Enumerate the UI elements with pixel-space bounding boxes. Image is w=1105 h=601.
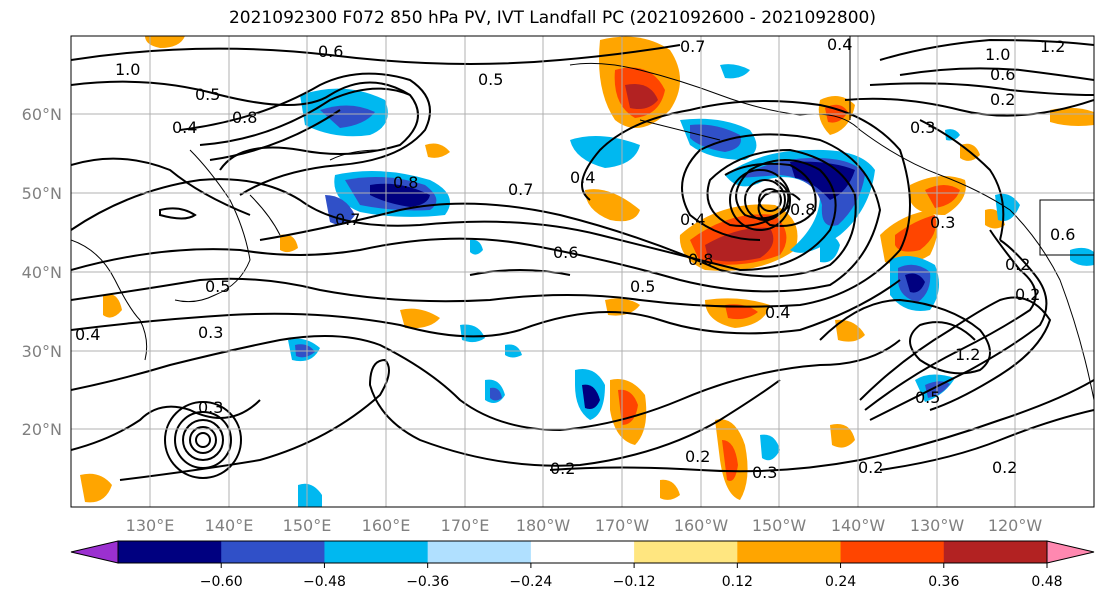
colorbar-min-extension [70,540,119,564]
contour-label: 0.4 [827,35,852,54]
colorbar: −0.60 −0.48 −0.36 −0.24 −0.12 0.12 0.24 0.36 0.4… [70,540,1095,590]
lat-label: 40°N [22,263,62,282]
colorbar-segment [737,541,842,563]
colorbar-segment [530,541,635,563]
contour-label: 0.4 [680,210,705,229]
contour-label: 0.8 [393,173,418,192]
contour-label: 0.3 [198,323,223,342]
contour-label: 0.8 [790,200,815,219]
lon-label: 170°W [595,516,650,535]
lat-label: 60°N [22,105,62,124]
lon-label: 150°W [752,516,807,535]
contour-label: 0.3 [752,463,777,482]
contour-label: 0.5 [195,85,220,104]
colorbar-tick-label: 0.24 [825,574,856,590]
lon-label: 160°W [674,516,729,535]
contour-label: 0.6 [990,65,1015,84]
contour-label: 0.2 [858,458,883,477]
graticule [71,36,1094,507]
lon-label: 130°W [910,516,965,535]
lat-label: 20°N [22,420,62,439]
contour-label: 1.0 [985,45,1010,64]
lat-label: 50°N [22,184,62,203]
contour-label: 0.2 [1005,255,1030,274]
contour-label: 0.7 [508,180,533,199]
colorbar-segment [324,541,429,563]
colorbar-segment [634,541,738,563]
contour-label: 0.3 [198,398,223,417]
contour-label: 0.2 [685,447,710,466]
contour-label: 0.6 [553,243,578,262]
coastlines [71,36,1094,401]
lon-label: 170°E [441,516,490,535]
lon-label: 130°E [126,516,175,535]
contour-label: 0.8 [232,108,257,127]
contour-label: 1.2 [955,345,980,364]
lon-label: 180°W [516,516,571,535]
map-title: 2021092300 F072 850 hPa PV, IVT Landfall… [228,8,876,28]
colorbar-segment [221,541,325,563]
contour-label: 0.6 [1050,225,1075,244]
contour-label: 0.3 [910,118,935,137]
contour-label: 0.5 [915,388,940,407]
colorbar-outline [117,540,1048,564]
colorbar-max-extension [1046,540,1095,564]
lon-label: 150°E [283,516,332,535]
contour-label: 0.8 [688,250,713,269]
lon-label: 140°E [205,516,254,535]
contour-label: 0.7 [335,210,360,229]
latitude-labels: 60°N 50°N 40°N 30°N 20°N [22,105,62,439]
colorbar-tick-label: −0.60 [200,574,243,590]
lat-label: 30°N [22,342,62,361]
contour-label: 0.4 [172,118,197,137]
colorbar-segment [427,541,532,563]
colorbar-segment [118,541,222,563]
contour-label: 0.2 [992,458,1017,477]
contour-label: 0.4 [765,303,790,322]
contour-label: 0.7 [680,37,705,56]
plot-frame [70,35,1095,508]
contour-label: 1.0 [115,60,140,79]
colorbar-tick-label: −0.36 [406,574,449,590]
contour-labels: 0.6 1.0 0.5 0.7 0.4 1.0 1.2 0.8 0.5 0.4 … [75,35,1075,482]
lon-label: 160°E [362,516,411,535]
lon-label: 140°W [831,516,886,535]
colorbar-tick-label: 0.36 [928,574,959,590]
colorbar-segment [840,541,945,563]
contour-label: 0.5 [630,277,655,296]
contour-label: 0.4 [75,325,100,344]
typhoon-contours [164,169,791,479]
ivt-contours [71,38,1094,481]
colorbar-tick-label: 0.12 [722,574,753,590]
contour-label: 0.2 [550,459,575,478]
contour-label: 1.2 [1040,37,1065,56]
contour-label: 0.3 [930,213,955,232]
contour-label: 0.6 [318,42,343,61]
colorbar-tick-label: 0.48 [1031,574,1062,590]
colorbar-segment [943,541,1048,563]
contour-label: 0.4 [570,168,595,187]
longitude-labels: 130°E 140°E 150°E 160°E 170°E 180°W 170°… [126,516,1043,535]
colorbar-tick-label: −0.12 [613,574,656,590]
contour-label: 0.5 [205,277,230,296]
contour-label: 0.2 [990,90,1015,109]
colorbar-tick-label: −0.48 [303,574,346,590]
colorbar-tick-label: −0.24 [509,574,552,590]
lon-label: 120°W [988,516,1043,535]
contour-label: 0.2 [1015,285,1040,304]
contour-label: 0.5 [478,70,503,89]
